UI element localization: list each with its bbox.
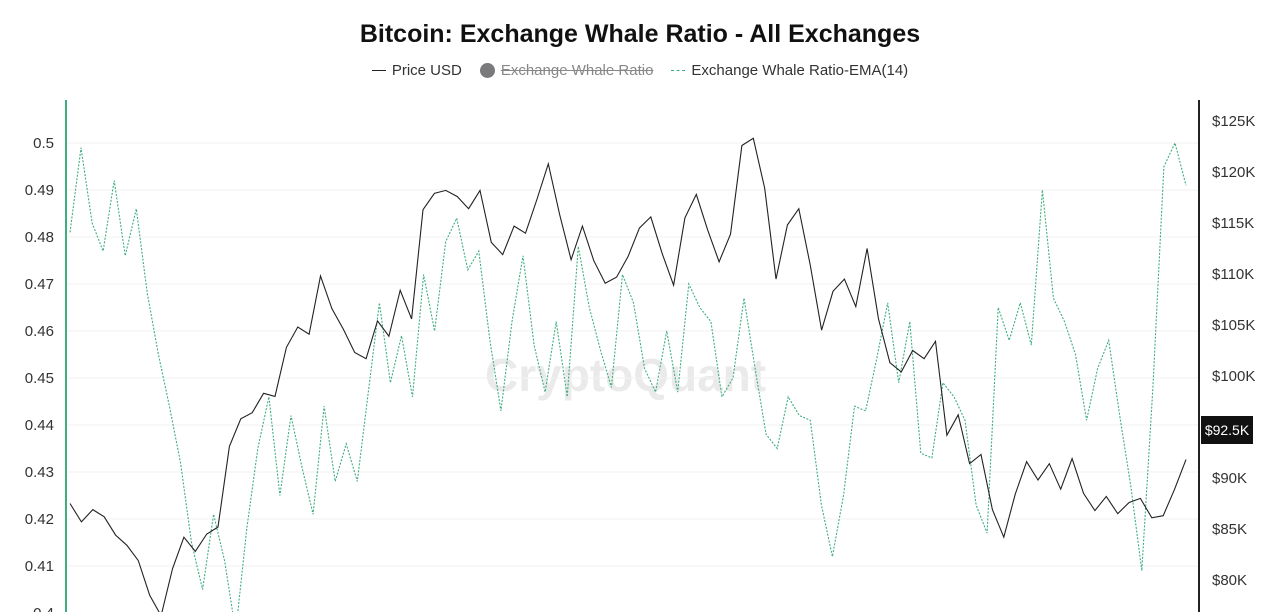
series-line-price xyxy=(69,137,1187,612)
left-tick-label: 0.47 xyxy=(25,276,54,293)
legend-item-ema[interactable]: Exchange Whale Ratio-EMA(14) xyxy=(671,62,908,79)
right-tick-label: $105K xyxy=(1212,317,1255,334)
legend-label-price: Price USD xyxy=(391,62,462,79)
series-line-ema xyxy=(69,141,1187,612)
left-tick-label: 0.4 xyxy=(33,605,54,612)
right-tick-label: $90K xyxy=(1212,470,1247,487)
left-tick-label: 0.41 xyxy=(25,558,54,575)
right-tick-label: $80K xyxy=(1212,572,1247,589)
left-tick-label: 0.46 xyxy=(25,323,54,340)
legend-line-swatch xyxy=(371,70,386,71)
legend-item-whale-ratio[interactable]: Exchange Whale Ratio xyxy=(479,62,654,79)
legend-item-price[interactable]: Price USD xyxy=(371,62,462,79)
legend-label-whale-ratio: Exchange Whale Ratio xyxy=(500,62,654,79)
left-tick-label: 0.42 xyxy=(25,511,54,528)
right-tick-label: $125K xyxy=(1212,113,1255,130)
right-tick-label: $100K xyxy=(1212,368,1255,385)
right-tick-label: $85K xyxy=(1212,521,1247,538)
left-tick-label: 0.49 xyxy=(25,182,54,199)
current-price-badge: $92.5K xyxy=(1201,416,1253,444)
left-tick-label: 0.5 xyxy=(33,135,54,152)
legend-dot-swatch xyxy=(479,63,495,78)
left-tick-label: 0.44 xyxy=(25,417,54,434)
legend-label-ema: Exchange Whale Ratio-EMA(14) xyxy=(691,62,909,79)
right-tick-label: $115K xyxy=(1212,215,1254,232)
right-tick-label: $110K xyxy=(1212,266,1254,283)
left-tick-label: 0.43 xyxy=(25,464,54,481)
left-tick-label: 0.45 xyxy=(25,370,54,387)
chart-title: Bitcoin: Exchange Whale Ratio - All Exch… xyxy=(359,20,921,48)
legend: Price USD Exchange Whale Ratio Exchange … xyxy=(0,62,1280,79)
right-tick-label: $120K xyxy=(1212,164,1255,181)
legend-dashed-swatch xyxy=(671,70,686,71)
left-tick-label: 0.48 xyxy=(25,229,54,246)
